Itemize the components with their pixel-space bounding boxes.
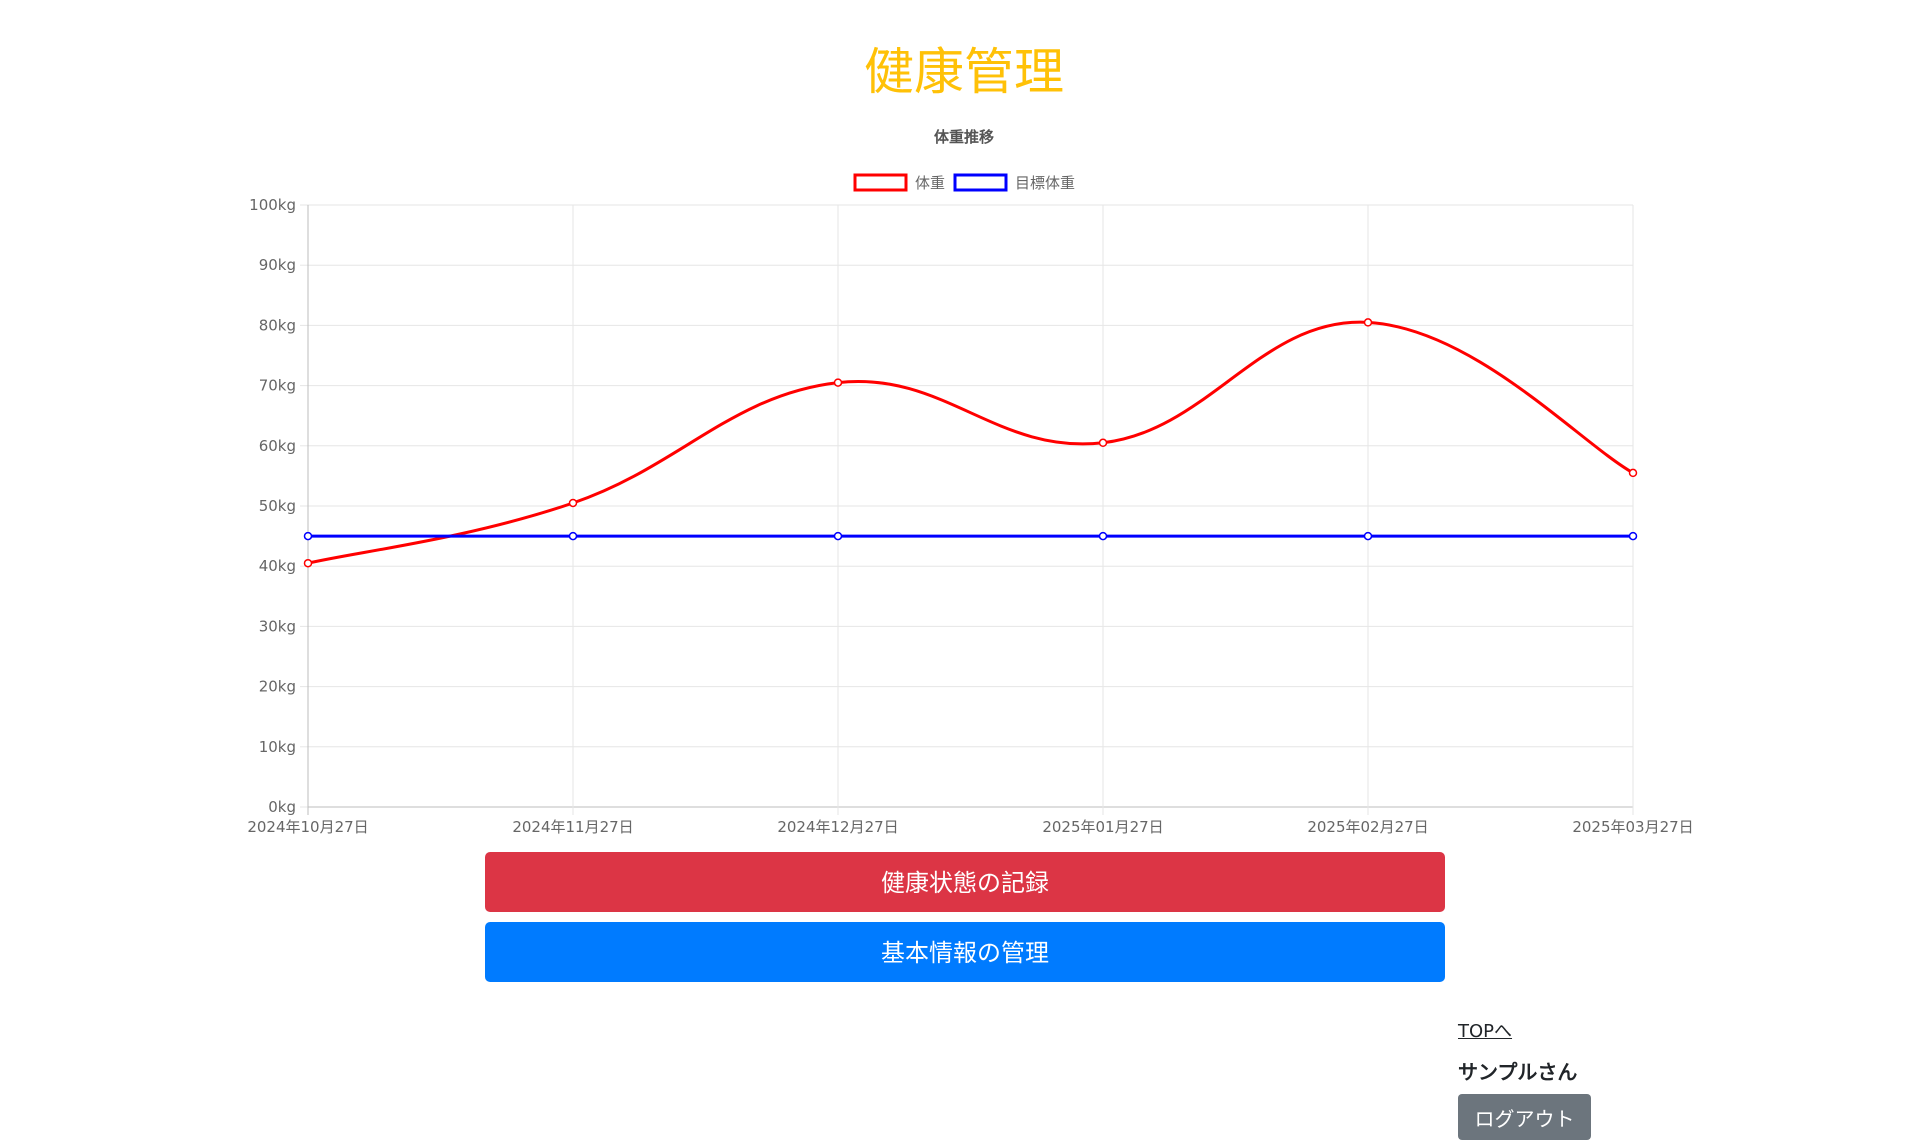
- user-name: サンプルさん: [1458, 1060, 1578, 1084]
- y-tick-label: 40kg: [259, 557, 296, 575]
- y-tick-label: 80kg: [259, 316, 296, 334]
- y-tick-label: 10kg: [259, 738, 296, 756]
- data-point[interactable]: [303, 531, 313, 541]
- x-tick-label: 2025年03月27日: [1572, 818, 1693, 836]
- weight-chart: 体重推移 体重 目標体重 0kg 10kg 20kg 30kg 40kg 50kg 60kg 7…: [247, 128, 1693, 836]
- x-tick-label: 2024年12月27日: [777, 818, 898, 836]
- y-axis: 0kg 10kg 20kg 30kg 40kg 50kg 60kg 70kg 80kg 90kg 1…: [249, 196, 296, 816]
- record-health-button[interactable]: 健康状態の記録: [485, 852, 1445, 912]
- data-point[interactable]: [1628, 468, 1638, 478]
- y-tick-label: 90kg: [259, 256, 296, 274]
- chart-grid: [300, 204, 1634, 815]
- data-point[interactable]: [1363, 318, 1373, 327]
- y-tick-label: 50kg: [259, 497, 296, 515]
- page-title: 健康管理: [864, 43, 1064, 101]
- data-point[interactable]: [303, 558, 313, 568]
- logout-button[interactable]: ログアウト: [1458, 1094, 1591, 1140]
- chart-legend[interactable]: 体重 目標体重: [853, 173, 1075, 192]
- y-tick-label: 20kg: [259, 678, 296, 696]
- chart-title: 体重推移: [934, 128, 994, 146]
- data-point[interactable]: [1363, 531, 1373, 541]
- manage-basic-info-button[interactable]: 基本情報の管理: [485, 922, 1445, 982]
- top-link[interactable]: TOPへ: [1458, 1021, 1513, 1042]
- data-point[interactable]: [1628, 531, 1638, 541]
- y-tick-label: 0kg: [268, 798, 296, 816]
- data-point[interactable]: [568, 498, 578, 508]
- data-point[interactable]: [1098, 438, 1108, 448]
- x-tick-label: 2024年10月27日: [247, 818, 368, 836]
- y-tick-label: 100kg: [249, 196, 296, 214]
- legend-swatch[interactable]: [853, 173, 908, 192]
- data-point[interactable]: [568, 531, 578, 541]
- legend-label[interactable]: 体重: [915, 174, 945, 192]
- x-tick-label: 2024年11月27日: [512, 818, 633, 836]
- x-tick-label: 2025年02月27日: [1307, 818, 1428, 836]
- data-point[interactable]: [833, 378, 843, 387]
- y-tick-label: 70kg: [259, 377, 296, 395]
- series-line-0: [307, 320, 1634, 565]
- legend-swatch[interactable]: [953, 173, 1008, 192]
- y-tick-label: 30kg: [259, 617, 296, 635]
- data-point[interactable]: [833, 531, 843, 541]
- x-tick-label: 2025年01月27日: [1042, 818, 1163, 836]
- chart-series: [303, 318, 1638, 568]
- x-axis: 2024年10月27日 2024年11月27日 2024年12月27日 2025年01…: [247, 818, 1693, 836]
- legend-label[interactable]: 目標体重: [1015, 174, 1075, 192]
- data-point[interactable]: [1098, 531, 1108, 541]
- y-tick-label: 60kg: [259, 437, 296, 455]
